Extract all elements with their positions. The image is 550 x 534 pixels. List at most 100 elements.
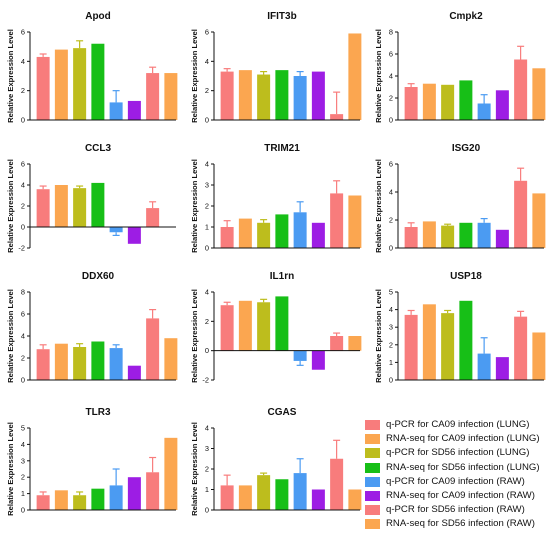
y-axis-label: Relative Expression Level	[374, 289, 383, 383]
legend-label: q-PCR for CA09 infection (LUNG)	[386, 419, 530, 430]
bar	[73, 48, 87, 121]
panel-usp18: USP18 Relative Expression Level 0 1 2 3 4 5	[374, 271, 546, 385]
panel-title: ISG20	[452, 143, 481, 154]
panel-title: IFIT3b	[267, 11, 296, 22]
y-tick-label: -2	[202, 376, 209, 385]
y-tick-label: 4	[389, 72, 393, 81]
y-tick-label: 0	[205, 506, 209, 515]
bar	[348, 195, 362, 248]
bar	[238, 300, 252, 351]
y-axis-label: Relative Expression Level	[6, 289, 15, 383]
bar	[514, 59, 528, 120]
y-tick-label: 5	[389, 288, 393, 297]
y-tick-label: 6	[21, 28, 25, 37]
y-tick-label: 0	[21, 223, 25, 232]
y-axis-label: Relative Expression Level	[190, 29, 199, 123]
bar	[127, 100, 141, 120]
bar	[36, 189, 50, 227]
panel-apod: Apod Relative Expression Level 0 2 4 6	[6, 11, 178, 125]
bar	[495, 90, 509, 120]
bar	[146, 318, 160, 380]
panel-ddx60: DDX60 Relative Expression Level 0 2 4 6 8	[6, 271, 178, 385]
bar	[73, 347, 87, 380]
bar	[441, 84, 455, 120]
bar	[257, 74, 271, 120]
panel-title: TRIM21	[264, 143, 300, 154]
panel-title: Cmpk2	[449, 11, 483, 22]
bar	[127, 227, 141, 244]
bar	[404, 227, 418, 248]
bar	[330, 193, 344, 248]
panel-title: IL1rn	[270, 271, 294, 282]
legend-swatch	[365, 490, 380, 501]
bar	[514, 316, 528, 380]
bar	[146, 73, 160, 120]
y-tick-label: 2	[205, 86, 209, 95]
bar	[54, 49, 68, 120]
panel-title: TLR3	[86, 407, 111, 418]
y-tick-label: 1	[205, 485, 209, 494]
y-tick-label: 6	[21, 310, 25, 319]
y-tick-label: 0	[205, 116, 209, 125]
bar	[477, 353, 491, 380]
bar	[293, 350, 307, 361]
bar	[311, 350, 325, 370]
bar	[311, 222, 325, 248]
panel-cmpk2: Cmpk2 Relative Expression Level 0 2 4 6 8	[374, 11, 546, 125]
y-tick-label: 2	[389, 340, 393, 349]
panel-title: Apod	[85, 11, 111, 22]
bar	[238, 485, 252, 510]
bar	[275, 296, 289, 351]
bar	[73, 188, 87, 227]
y-tick-label: 0	[389, 116, 393, 125]
bar	[109, 485, 123, 510]
bar	[275, 479, 289, 510]
bar	[514, 180, 528, 248]
legend-swatch	[365, 462, 380, 473]
y-axis-label: Relative Expression Level	[190, 159, 199, 253]
legend-swatch	[365, 505, 380, 516]
bar	[459, 80, 473, 120]
y-tick-label: 3	[389, 323, 393, 332]
bar	[91, 182, 105, 227]
y-tick-label: 4	[21, 440, 25, 449]
y-tick-label: 6	[21, 160, 25, 169]
legend-swatch	[365, 420, 380, 430]
y-tick-label: 1	[389, 358, 393, 367]
bar	[220, 227, 234, 248]
bar	[36, 349, 50, 380]
legend-item: q-PCR for SD56 infection (RAW)	[365, 503, 550, 517]
y-tick-label: 2	[205, 317, 209, 326]
y-tick-label: 4	[21, 181, 25, 190]
bar	[422, 83, 436, 120]
bar	[164, 437, 178, 510]
panel-isg20: ISG20 Relative Expression Level 0 2 4 6	[374, 143, 546, 253]
bar	[54, 343, 68, 380]
y-tick-label: 5	[21, 424, 25, 433]
bar	[109, 102, 123, 120]
y-axis-label: Relative Expression Level	[190, 422, 199, 516]
legend-label: RNA-seq for CA09 infection (LUNG)	[386, 433, 540, 445]
panel-title: DDX60	[82, 271, 115, 282]
y-tick-label: 6	[389, 160, 393, 169]
y-axis-label: Relative Expression Level	[6, 422, 15, 516]
bar	[164, 73, 178, 120]
y-tick-label: 0	[389, 244, 393, 253]
bar	[532, 193, 546, 248]
legend-item: RNA-seq for CA09 infection (LUNG)	[365, 432, 550, 446]
legend-swatch	[365, 434, 380, 445]
legend-swatch	[365, 519, 380, 530]
bar	[348, 336, 362, 351]
bar	[441, 313, 455, 380]
bar	[422, 304, 436, 380]
legend-label: q-PCR for CA09 infection (RAW)	[386, 475, 525, 487]
panel-cgas: CGAS Relative Expression Level 0 1 2 3 4	[190, 407, 362, 516]
y-tick-label: 4	[21, 57, 25, 66]
legend-label: RNA-seq for CA09 infection (RAW)	[386, 489, 535, 501]
panel-trim21: TRIM21 Relative Expression Level 0 1 2 3 4	[190, 143, 362, 253]
y-tick-label: 1	[21, 489, 25, 498]
y-axis-label: Relative Expression Level	[190, 289, 199, 383]
bar	[293, 212, 307, 248]
bar	[164, 338, 178, 380]
bar	[257, 302, 271, 351]
